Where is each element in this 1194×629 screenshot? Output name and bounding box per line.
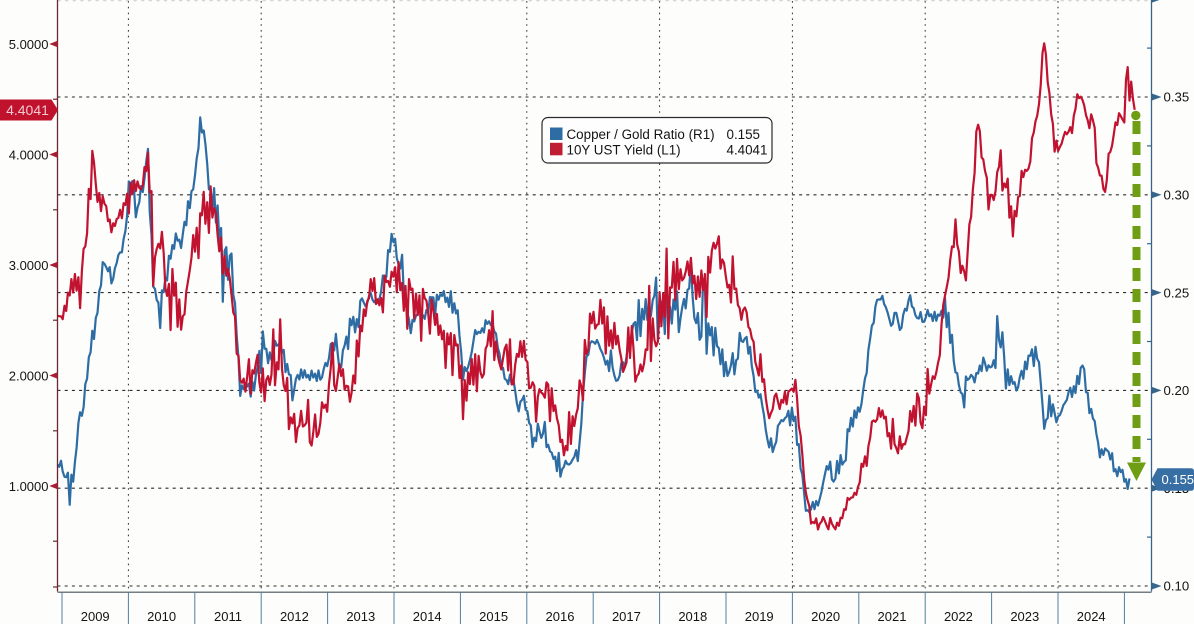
svg-text:2022: 2022 xyxy=(944,609,973,624)
svg-text:Copper / Gold Ratio (R1): Copper / Gold Ratio (R1) xyxy=(567,127,715,142)
svg-text:2015: 2015 xyxy=(479,609,508,624)
svg-text:2012: 2012 xyxy=(280,609,309,624)
svg-text:2017: 2017 xyxy=(612,609,641,624)
svg-text:10Y UST Yield (L1): 10Y UST Yield (L1) xyxy=(567,142,681,157)
svg-text:0.155: 0.155 xyxy=(727,127,761,142)
svg-text:2009: 2009 xyxy=(81,609,110,624)
svg-text:0.10: 0.10 xyxy=(1164,579,1190,594)
svg-text:0.30: 0.30 xyxy=(1164,188,1190,203)
svg-text:0.25: 0.25 xyxy=(1164,285,1190,300)
svg-text:2010: 2010 xyxy=(147,609,176,624)
svg-text:2019: 2019 xyxy=(745,609,774,624)
svg-text:2024: 2024 xyxy=(1077,609,1106,624)
svg-text:4.4041: 4.4041 xyxy=(6,102,49,118)
svg-text:0.20: 0.20 xyxy=(1164,383,1190,398)
svg-text:0.155: 0.155 xyxy=(1162,472,1194,487)
svg-text:2021: 2021 xyxy=(878,609,907,624)
svg-text:4.0000: 4.0000 xyxy=(9,147,49,162)
svg-text:3.0000: 3.0000 xyxy=(9,258,49,273)
svg-text:5.0000: 5.0000 xyxy=(9,37,49,52)
svg-text:4.4041: 4.4041 xyxy=(727,142,768,157)
svg-text:2.0000: 2.0000 xyxy=(9,368,49,383)
svg-text:0.35: 0.35 xyxy=(1164,90,1190,105)
svg-text:2018: 2018 xyxy=(678,609,707,624)
svg-text:2016: 2016 xyxy=(546,609,575,624)
svg-text:2013: 2013 xyxy=(346,609,375,624)
svg-text:2020: 2020 xyxy=(811,609,840,624)
svg-text:1.0000: 1.0000 xyxy=(9,479,49,494)
svg-text:2011: 2011 xyxy=(214,609,242,624)
svg-text:2023: 2023 xyxy=(1010,609,1039,624)
svg-text:2014: 2014 xyxy=(413,609,442,624)
